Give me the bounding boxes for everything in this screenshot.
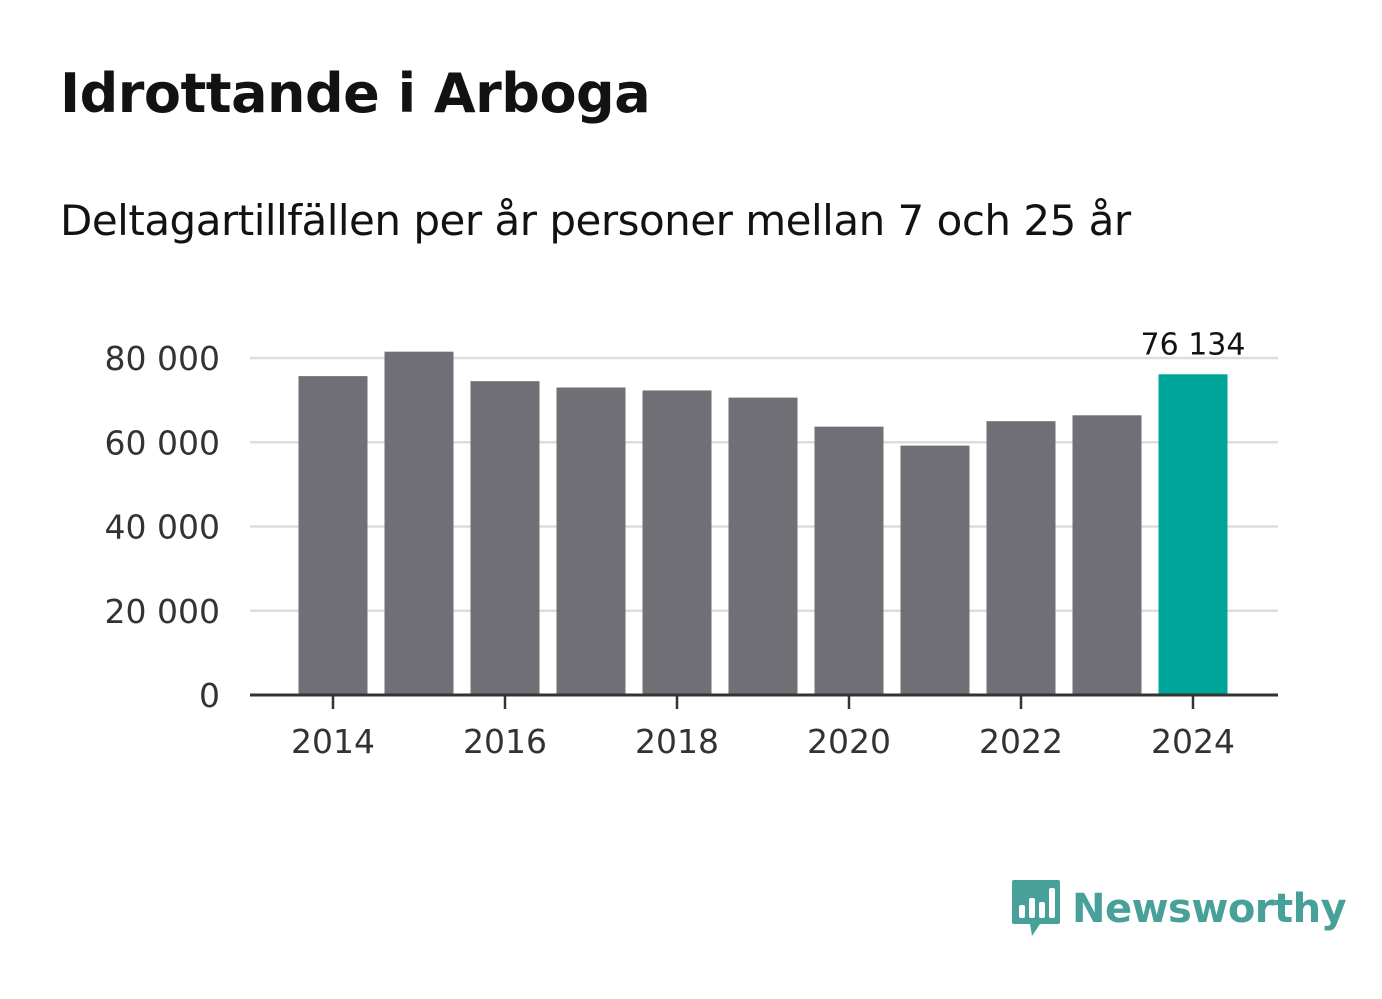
bars [298, 351, 1228, 695]
x-tick-label: 2024 [1151, 722, 1235, 761]
bar-2019 [728, 397, 798, 695]
x-tick-label: 2020 [807, 722, 891, 761]
bar-2021 [900, 445, 970, 695]
y-tick-label: 40 000 [105, 508, 220, 547]
x-tick-label: 2016 [463, 722, 547, 761]
bar-2016 [470, 381, 540, 695]
x-axis: 2014 2016 2018 2020 2022 2024 [250, 693, 1278, 761]
newsworthy-logo: Newsworthy [1010, 878, 1347, 940]
data-labels: 76 134 [1141, 327, 1246, 362]
y-tick-label: 0 [199, 676, 220, 715]
bar-2018 [642, 390, 712, 695]
data-label-2024: 76 134 [1141, 327, 1246, 362]
x-tick-label: 2014 [291, 722, 375, 761]
x-tick-label: 2018 [635, 722, 719, 761]
newsworthy-logo-icon [1012, 880, 1060, 936]
bar-2017 [556, 387, 626, 695]
brand-name: Newsworthy [1072, 886, 1347, 932]
y-tick-label: 80 000 [105, 339, 220, 378]
bar-2014 [298, 376, 368, 695]
bar-2024 [1158, 374, 1228, 695]
bar-2022 [986, 421, 1056, 695]
y-tick-label: 20 000 [105, 592, 220, 631]
y-tick-label: 60 000 [105, 423, 220, 462]
bar-2015 [384, 351, 454, 695]
chart-subtitle: Deltagartillfällen per år personer mella… [60, 196, 1131, 245]
chart-title: Idrottande i Arboga [60, 62, 651, 125]
x-tick-label: 2022 [979, 722, 1063, 761]
bar-2023 [1072, 415, 1142, 695]
bar-2020 [814, 426, 884, 695]
y-axis: 0 20 000 40 000 60 000 80 000 [105, 339, 220, 715]
